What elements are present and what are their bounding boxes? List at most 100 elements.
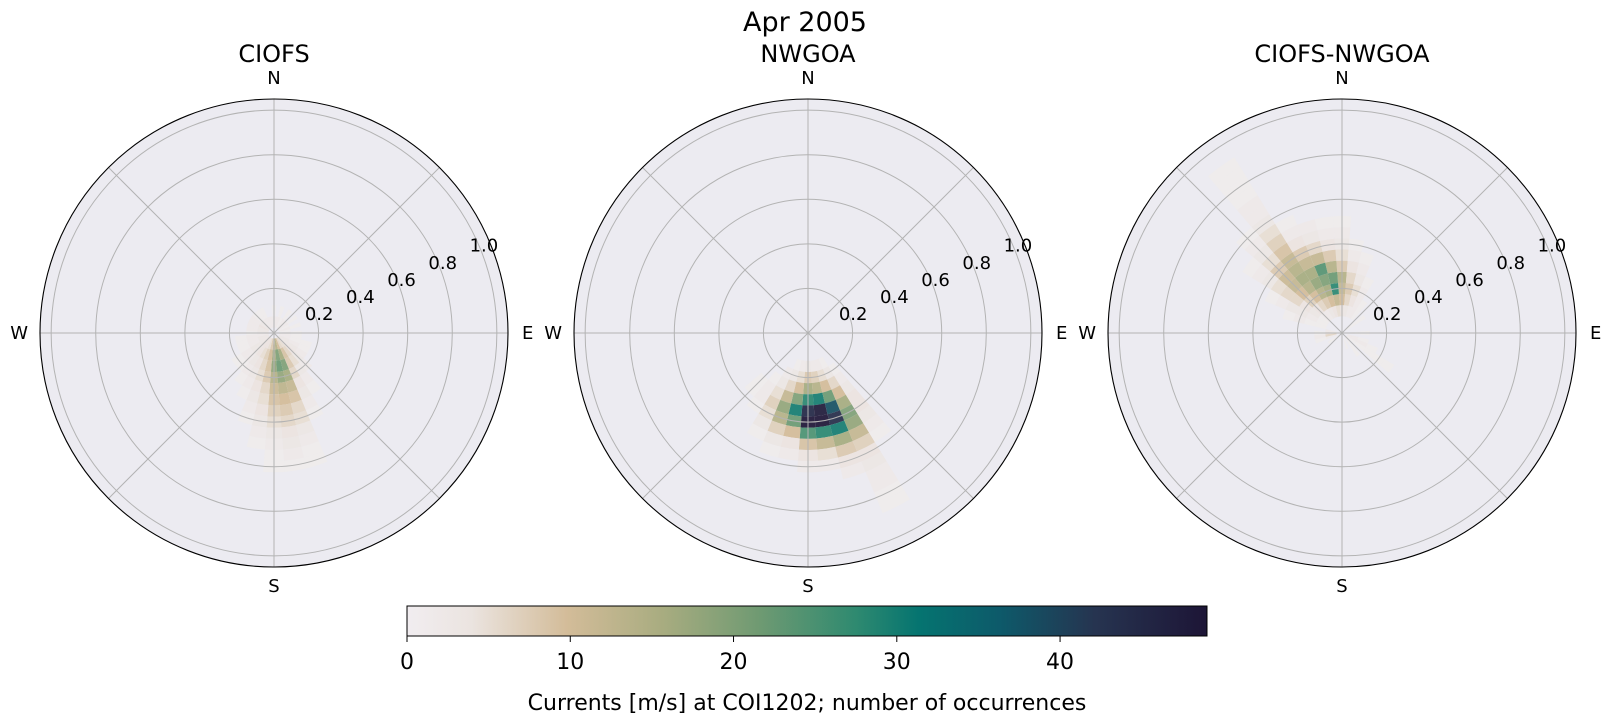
direction-label-n: N bbox=[801, 68, 814, 89]
histogram-bin bbox=[1273, 242, 1293, 261]
histogram-bin bbox=[258, 324, 270, 331]
histogram-bin bbox=[1346, 322, 1357, 331]
histogram-bin bbox=[275, 338, 281, 350]
histogram-bin bbox=[1352, 296, 1363, 310]
histogram-bin bbox=[763, 430, 784, 447]
histogram-bin bbox=[279, 403, 294, 417]
histogram-bin bbox=[296, 420, 315, 436]
grid-spoke bbox=[1176, 167, 1343, 334]
histogram-bin bbox=[817, 446, 838, 461]
histogram-bin bbox=[844, 413, 864, 431]
histogram-bin bbox=[1237, 195, 1264, 219]
histogram-bin bbox=[1244, 204, 1270, 228]
direction-label-w: W bbox=[1078, 323, 1096, 344]
histogram-bin bbox=[869, 470, 899, 493]
histogram-bin bbox=[240, 347, 253, 359]
histogram-bin bbox=[1285, 300, 1300, 314]
histogram-bin bbox=[831, 385, 846, 400]
grid-spoke bbox=[1341, 167, 1508, 334]
histogram-bin bbox=[775, 375, 789, 390]
histogram-bin bbox=[1251, 264, 1270, 284]
histogram-bin bbox=[822, 389, 836, 404]
histogram-bin bbox=[1318, 314, 1330, 325]
radial-tick-label: 0.6 bbox=[387, 270, 416, 291]
histogram-bin bbox=[246, 326, 258, 332]
histogram-bin bbox=[280, 358, 289, 371]
radial-tick-label: 0.6 bbox=[921, 270, 950, 291]
histogram-bin bbox=[299, 339, 312, 348]
histogram-bin bbox=[259, 358, 268, 371]
polar-grid bbox=[1108, 99, 1576, 567]
colorbar-tick-label: 40 bbox=[1046, 650, 1074, 675]
histogram-bin bbox=[265, 317, 272, 329]
histogram-bin bbox=[758, 441, 781, 458]
histogram-bin bbox=[818, 356, 829, 370]
histogram-bin bbox=[1208, 157, 1241, 185]
grid-spoke bbox=[642, 167, 809, 334]
histogram-bin bbox=[267, 338, 273, 350]
histogram-bin bbox=[286, 341, 298, 352]
panel-title: NWGOA bbox=[760, 40, 856, 68]
histogram-bin bbox=[1258, 223, 1281, 245]
histogram-bin bbox=[764, 394, 781, 411]
histogram-bin bbox=[236, 339, 249, 348]
histogram-bin bbox=[275, 316, 281, 328]
histogram-bin bbox=[1280, 285, 1296, 301]
histogram-bin bbox=[250, 341, 262, 352]
colorbar-label: Currents [m/s] at COI1202; number of occ… bbox=[528, 691, 1087, 716]
histogram-bin bbox=[1297, 219, 1318, 236]
histogram-bin bbox=[1354, 341, 1366, 352]
histogram-bin bbox=[257, 326, 269, 332]
histogram-bin bbox=[1348, 295, 1357, 308]
histogram-bin bbox=[235, 335, 247, 343]
histogram-bin bbox=[1305, 312, 1319, 323]
histogram-bin bbox=[835, 441, 858, 458]
histogram-bin bbox=[288, 354, 300, 367]
histogram-bin bbox=[263, 337, 272, 348]
histogram-bin bbox=[270, 338, 274, 350]
histogram-bin bbox=[257, 329, 269, 333]
histogram-bin bbox=[1287, 261, 1305, 278]
colorbar-tick-label: 30 bbox=[883, 650, 911, 675]
histogram-bin bbox=[285, 379, 298, 393]
histogram-bin bbox=[265, 337, 272, 349]
histogram-bin bbox=[257, 334, 269, 340]
histogram-bin bbox=[840, 461, 866, 480]
histogram-bin bbox=[791, 392, 804, 406]
colorbar-tick-label: 0 bbox=[400, 650, 414, 675]
histogram-bin bbox=[1286, 235, 1306, 253]
histogram-bin bbox=[783, 425, 801, 439]
histogram-bin bbox=[1365, 343, 1379, 354]
histogram-bin bbox=[1215, 166, 1246, 194]
histogram-bin bbox=[274, 338, 278, 350]
histogram-bin bbox=[301, 394, 318, 411]
histogram-bin bbox=[753, 388, 771, 405]
histogram-bin bbox=[246, 435, 266, 450]
histogram-bin bbox=[259, 381, 271, 395]
grid-spoke bbox=[273, 167, 440, 334]
histogram-bin bbox=[279, 333, 291, 337]
histogram-bin bbox=[770, 385, 785, 400]
histogram-bin bbox=[778, 446, 799, 461]
histogram-bin bbox=[246, 334, 258, 340]
histogram-bin bbox=[1314, 334, 1326, 340]
histogram-bin bbox=[780, 389, 794, 404]
radial-tick-label: 0.2 bbox=[839, 304, 868, 325]
histogram-bin bbox=[259, 322, 270, 331]
histogram-bin bbox=[1301, 230, 1320, 246]
grid-spoke bbox=[807, 167, 974, 334]
histogram-bin bbox=[246, 336, 259, 344]
histogram-bin bbox=[1348, 307, 1357, 319]
histogram-bin bbox=[1317, 227, 1335, 241]
histogram-bin bbox=[267, 349, 273, 361]
histogram-bin bbox=[270, 316, 274, 328]
histogram-bin bbox=[278, 335, 289, 344]
direction-label-n: N bbox=[267, 68, 280, 89]
histogram-bin bbox=[257, 333, 269, 337]
histogram-bin bbox=[1361, 276, 1375, 291]
histogram-bin bbox=[746, 423, 768, 442]
histogram-bin bbox=[830, 420, 849, 436]
histogram-bin bbox=[277, 348, 285, 361]
radial-tick-label: 0.8 bbox=[1496, 253, 1525, 274]
histogram-bin bbox=[281, 425, 299, 439]
